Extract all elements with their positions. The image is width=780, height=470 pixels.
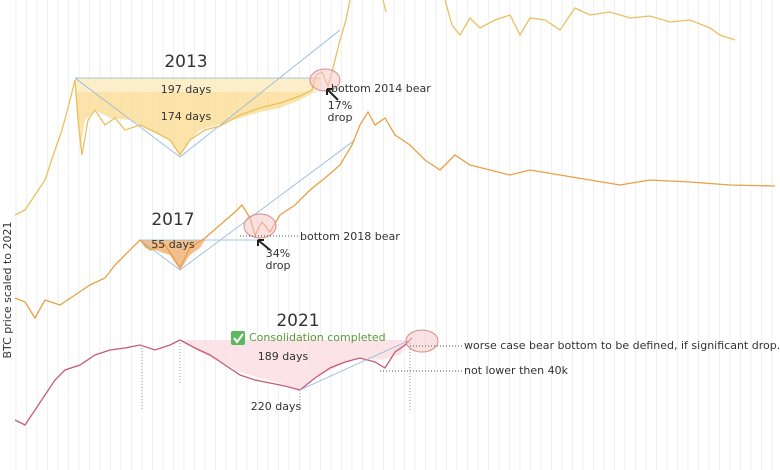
price-line [14,337,413,426]
check-icon [231,331,245,345]
drop-label: 34% [266,247,290,260]
price-line [382,0,736,41]
check-mark [233,333,244,344]
arrow [326,88,339,101]
guide-line [74,29,341,158]
cycle-year: 2013 [164,52,207,72]
duration-label: 189 days [258,350,309,363]
drop-label: 17% [328,99,352,112]
guide-line [139,139,356,271]
range-fill [180,340,410,390]
duration-label: 55 days [151,238,195,251]
guide-line [299,339,411,391]
range-fill [75,78,320,92]
arrow [257,239,271,251]
drop-label: drop [266,259,291,272]
status-label: Consolidation completed [249,331,386,344]
cycle-year: 2017 [151,210,194,230]
duration-label: 197 days [161,83,212,96]
duration-label: 220 days [251,400,302,413]
highlight [309,68,341,92]
drop-label: drop [328,111,353,124]
highlight [405,329,439,353]
y-axis-label: BTC price scaled to 2021 [1,221,14,358]
price-line [14,110,776,320]
highlight [243,213,277,239]
bottom-label: bottom 2014 bear [331,82,431,95]
cycle-year: 2021 [276,311,319,331]
note: worse case bear bottom to be defined, if… [464,339,780,352]
range-fill [75,78,320,155]
note: not lower then 40k [464,364,569,377]
duration-label: 174 days [161,110,212,123]
bottom-label: bottom 2018 bear [300,230,400,243]
